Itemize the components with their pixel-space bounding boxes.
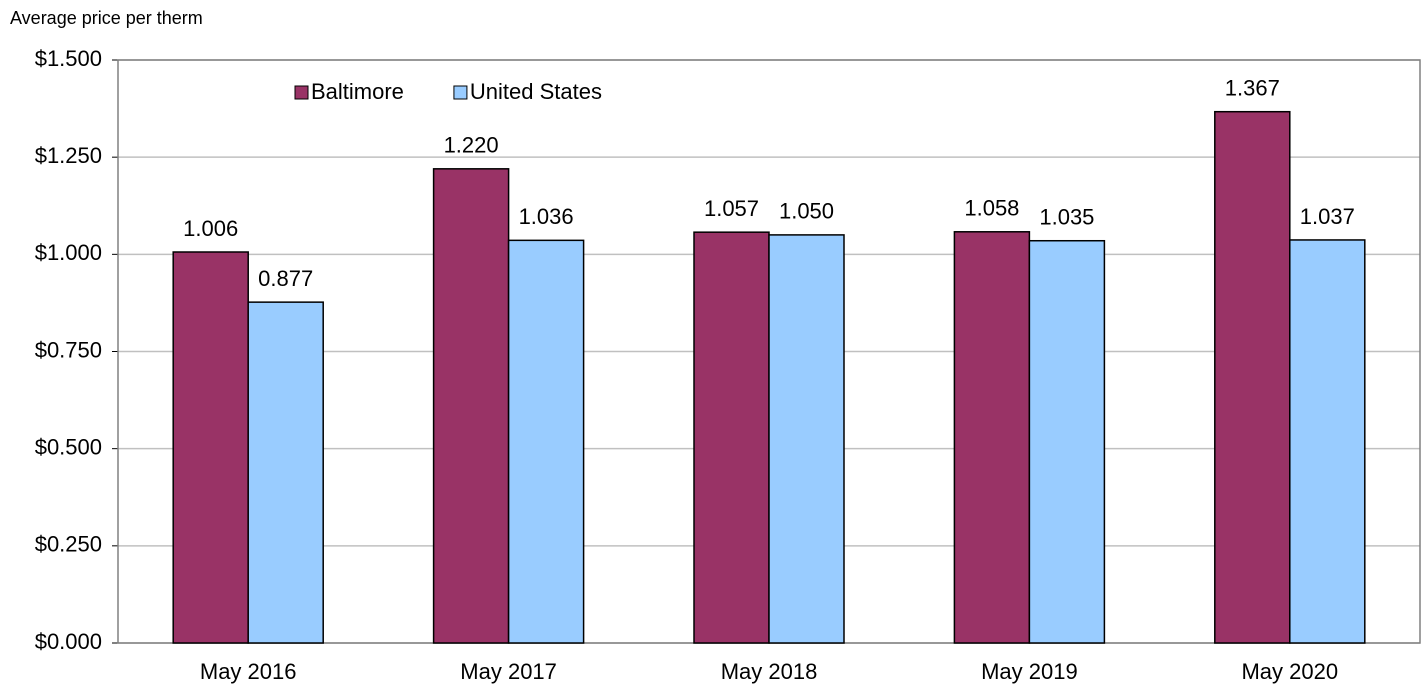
x-tick-label: May 2016 bbox=[200, 659, 297, 684]
legend-swatch bbox=[453, 85, 468, 100]
bar bbox=[507, 239, 585, 644]
data-label: 1.058 bbox=[964, 196, 1019, 221]
y-tick-label: $1.000 bbox=[35, 240, 102, 265]
bar bbox=[432, 168, 510, 644]
y-tick-label: $1.250 bbox=[35, 143, 102, 168]
legend-label: United States bbox=[470, 79, 602, 104]
bar bbox=[768, 234, 845, 644]
data-label: 1.057 bbox=[704, 196, 759, 221]
data-label: 1.367 bbox=[1225, 76, 1280, 101]
y-tick-label: $0.500 bbox=[35, 434, 102, 459]
x-tick-label: May 2020 bbox=[1241, 659, 1338, 684]
y-tick-label: $0.000 bbox=[35, 629, 102, 654]
data-label: 1.036 bbox=[519, 204, 574, 229]
bar bbox=[953, 231, 1031, 644]
x-tick-label: May 2019 bbox=[981, 659, 1078, 684]
x-tick-label: May 2018 bbox=[721, 659, 818, 684]
data-label: 1.050 bbox=[779, 199, 834, 224]
bar bbox=[1214, 110, 1291, 644]
data-label: 1.035 bbox=[1039, 205, 1094, 230]
x-tick-label: May 2017 bbox=[460, 659, 557, 684]
y-axis-label: Average price per therm bbox=[10, 8, 203, 28]
bar bbox=[1028, 239, 1106, 644]
data-label: 0.877 bbox=[258, 266, 313, 291]
y-tick-label: $0.250 bbox=[35, 532, 102, 557]
y-tick-label: $0.750 bbox=[35, 337, 102, 362]
bar bbox=[693, 231, 770, 644]
data-label: 1.037 bbox=[1300, 204, 1355, 229]
legend-label: Baltimore bbox=[311, 79, 404, 104]
bar bbox=[172, 251, 249, 644]
data-label: 1.220 bbox=[444, 133, 499, 158]
bar bbox=[247, 301, 324, 644]
bar bbox=[1289, 239, 1366, 644]
y-tick-label: $1.500 bbox=[35, 46, 102, 71]
legend-swatch bbox=[294, 85, 309, 100]
data-label: 1.006 bbox=[183, 216, 238, 241]
